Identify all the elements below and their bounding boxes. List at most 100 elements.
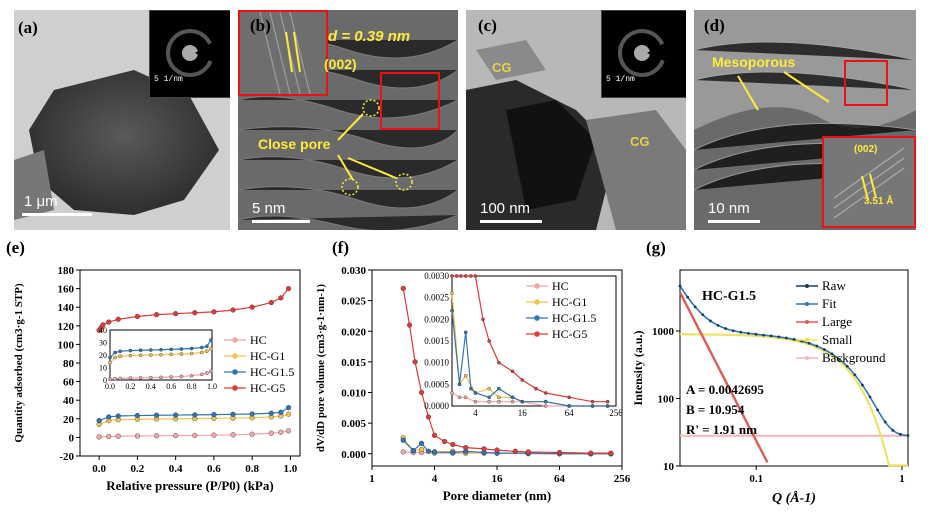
- panel-c-scalebar: [480, 220, 542, 223]
- chart-e-inset-series-0-point-2: [118, 376, 122, 381]
- chart-g-raw-point-54: [883, 420, 887, 424]
- chart-e-xtick-label-0: 0.0: [92, 463, 106, 475]
- chart-f-legend-label-2: HC-G1.5: [552, 311, 596, 325]
- chart-f-inset-ytick-0: 0.0000: [424, 401, 449, 411]
- chart-f-legend-marker-3: [534, 331, 540, 337]
- chart-e-inset-series-1-point-5: [148, 353, 153, 357]
- chart-g-raw-point-12: [724, 327, 727, 330]
- panel-b-roi-box: [380, 72, 440, 130]
- chart-e-series-2-point-2: [115, 413, 121, 419]
- chart-g-raw-point-18: [747, 331, 750, 335]
- chart-f-inset-series-2-point-11: [590, 404, 595, 408]
- chart-e-ytick-label-3: 40: [63, 395, 75, 407]
- chart-f-legend-label-1: HC-G1: [552, 295, 587, 309]
- chart-g-ytick-label-2: 1000: [652, 326, 675, 338]
- chart-g-raw-point-56: [891, 428, 895, 432]
- chart-f-series-3-point-5: [431, 432, 438, 438]
- chart-e-series-0-point-4: [153, 433, 160, 439]
- chart-e-series-0-point-6: [192, 432, 198, 439]
- panel-d-plane: (002): [854, 144, 878, 155]
- chart-f-series-3-point-14: [588, 450, 594, 456]
- chart-e-ytick-label-5: 80: [63, 358, 75, 370]
- chart-f-legend-label-3: HC-G5: [552, 327, 587, 341]
- chart-e-legend-label-3: HC-G5: [250, 381, 285, 395]
- panel-a-tem: 5 1/nm (a) 1 μm: [14, 10, 230, 230]
- chart-e-inset-series-0-point-5: [148, 375, 153, 380]
- chart-g-ytick-label-0: 10: [663, 461, 675, 473]
- chart-e-inset-ytick-2: 20: [99, 351, 107, 360]
- panel-a-saed-inset: 5 1/nm: [149, 10, 230, 98]
- chart-e-ytick-label-1: 0: [69, 432, 75, 444]
- chart-e-inset-series-2-point-7: [169, 347, 173, 352]
- panel-g-label: (g): [646, 238, 666, 257]
- chart-g-raw-point-10: [716, 324, 720, 327]
- panel-a-inset-scale: 5 1/nm: [154, 75, 183, 84]
- chart-f-ytick-label-4: 0.020: [341, 326, 366, 338]
- chart-g-legend-label-1: Fit: [822, 296, 837, 311]
- chart-e-inset-series-0-point-1: [113, 376, 117, 381]
- panel-d-scalebar: [708, 220, 760, 223]
- panel-d-roi-box: [844, 60, 888, 106]
- chart-e-series-2-point-7: [211, 412, 217, 418]
- panel-d-hrtem: (002) 3.51 Å (d) Mesoporous 10 nm: [694, 10, 916, 230]
- chart-e-inset-series-0-point-9: [189, 373, 194, 378]
- chart-f-inset-series-3-point-15: [605, 399, 610, 404]
- chart-f-inset-ytick-2: 0.0010: [424, 358, 449, 368]
- chart-f-series-3-point-1: [406, 322, 413, 328]
- chart-e-ytick-label-6: 100: [58, 339, 75, 351]
- chart-e-inset-series-1-point-12: [209, 346, 213, 351]
- chart-g-title: HC-G1.5: [702, 289, 756, 304]
- chart-f-inset-series-0-point-0: [450, 391, 454, 395]
- chart-f-inset-series-3-point-0: [450, 274, 454, 278]
- chart-f-xtick-label-2: 16: [492, 473, 504, 485]
- chart-e-legend-marker-0: [232, 337, 238, 343]
- chart-f-series-3-point-4: [425, 414, 432, 420]
- chart-e-series-0-point-0: [96, 434, 102, 440]
- chart-f-xtick-label-0: 1: [369, 473, 375, 485]
- chart-g-param-b: B = 10.954: [686, 402, 745, 417]
- chart-g-raw-point-6: [701, 313, 705, 317]
- chart-e-ytick-label-9: 160: [58, 284, 75, 296]
- chart-f-inset-series-3-point-14: [590, 399, 595, 404]
- chart-e-series-2-point-10: [268, 410, 274, 416]
- panel-b-scalebar: [252, 220, 310, 223]
- chart-f-xtick-label-1: 4: [432, 473, 438, 485]
- chart-f-inset-series-3-point-12: [543, 391, 548, 395]
- chart-e-xtick-label-3: 0.6: [207, 463, 221, 475]
- chart-f-inset-series-2-point-2: [463, 330, 468, 335]
- chart-e-series-3-point-4: [115, 316, 121, 322]
- panel-a-scale-label: 1 μm: [24, 193, 58, 210]
- panel-d-label: (d): [704, 16, 725, 35]
- chart-e-inset-series-1-point-10: [199, 350, 204, 355]
- chart-e-inset-xtick-4: 0.8: [187, 382, 197, 391]
- chart-f-inset-series-3-line: [452, 275, 608, 403]
- chart-e-series-2-point-11: [278, 409, 284, 415]
- chart-e-inset-ytick-1: 10: [99, 364, 107, 373]
- chart-e-inset-xtick-5: 1.0: [207, 382, 217, 391]
- chart-f-ytick-label-5: 0.025: [341, 296, 366, 308]
- chart-f-series-2-point-4: [431, 449, 438, 455]
- chart-g-raw-point-58: [899, 432, 902, 436]
- chart-g-raw-point-14: [731, 329, 735, 333]
- chart-f-inset-xtick-0: 4: [473, 408, 478, 418]
- chart-e-series-0-point-10: [268, 430, 274, 436]
- chart-f-inset-series-3-point-1: [454, 274, 459, 278]
- chart-e-series-2-point-8: [230, 411, 236, 417]
- chart-g-saxs: 10 100 1000 0.1 1 Q (Å-1) Intensity (a.u.) HC-G…: [631, 269, 910, 506]
- chart-e-series-3-point-9: [211, 309, 217, 315]
- chart-f-inset-series-2-point-1: [457, 382, 462, 387]
- chart-f-inset-series-2-point-12: [605, 404, 610, 408]
- chart-e-xtick-label-1: 0.2: [131, 463, 145, 475]
- chart-e-inset-series-1-point-7: [169, 352, 173, 357]
- chart-f-inset-series-3-point-9: [510, 369, 515, 374]
- panel-c-label: (c): [478, 16, 497, 35]
- chart-f-inset-xtick-1: 16: [518, 408, 528, 418]
- chart-f-xtick-label-3: 64: [554, 473, 566, 485]
- panel-a-scalebar: [22, 213, 92, 216]
- chart-e-series-0-point-7: [211, 432, 217, 438]
- chart-f-inset-series-0-point-3: [473, 399, 478, 404]
- panel-d-zoom-inset: (002) 3.51 Å: [822, 136, 916, 228]
- chart-e-series-2-point-1: [106, 414, 112, 420]
- chart-f-inset-series-3-point-6: [481, 317, 485, 322]
